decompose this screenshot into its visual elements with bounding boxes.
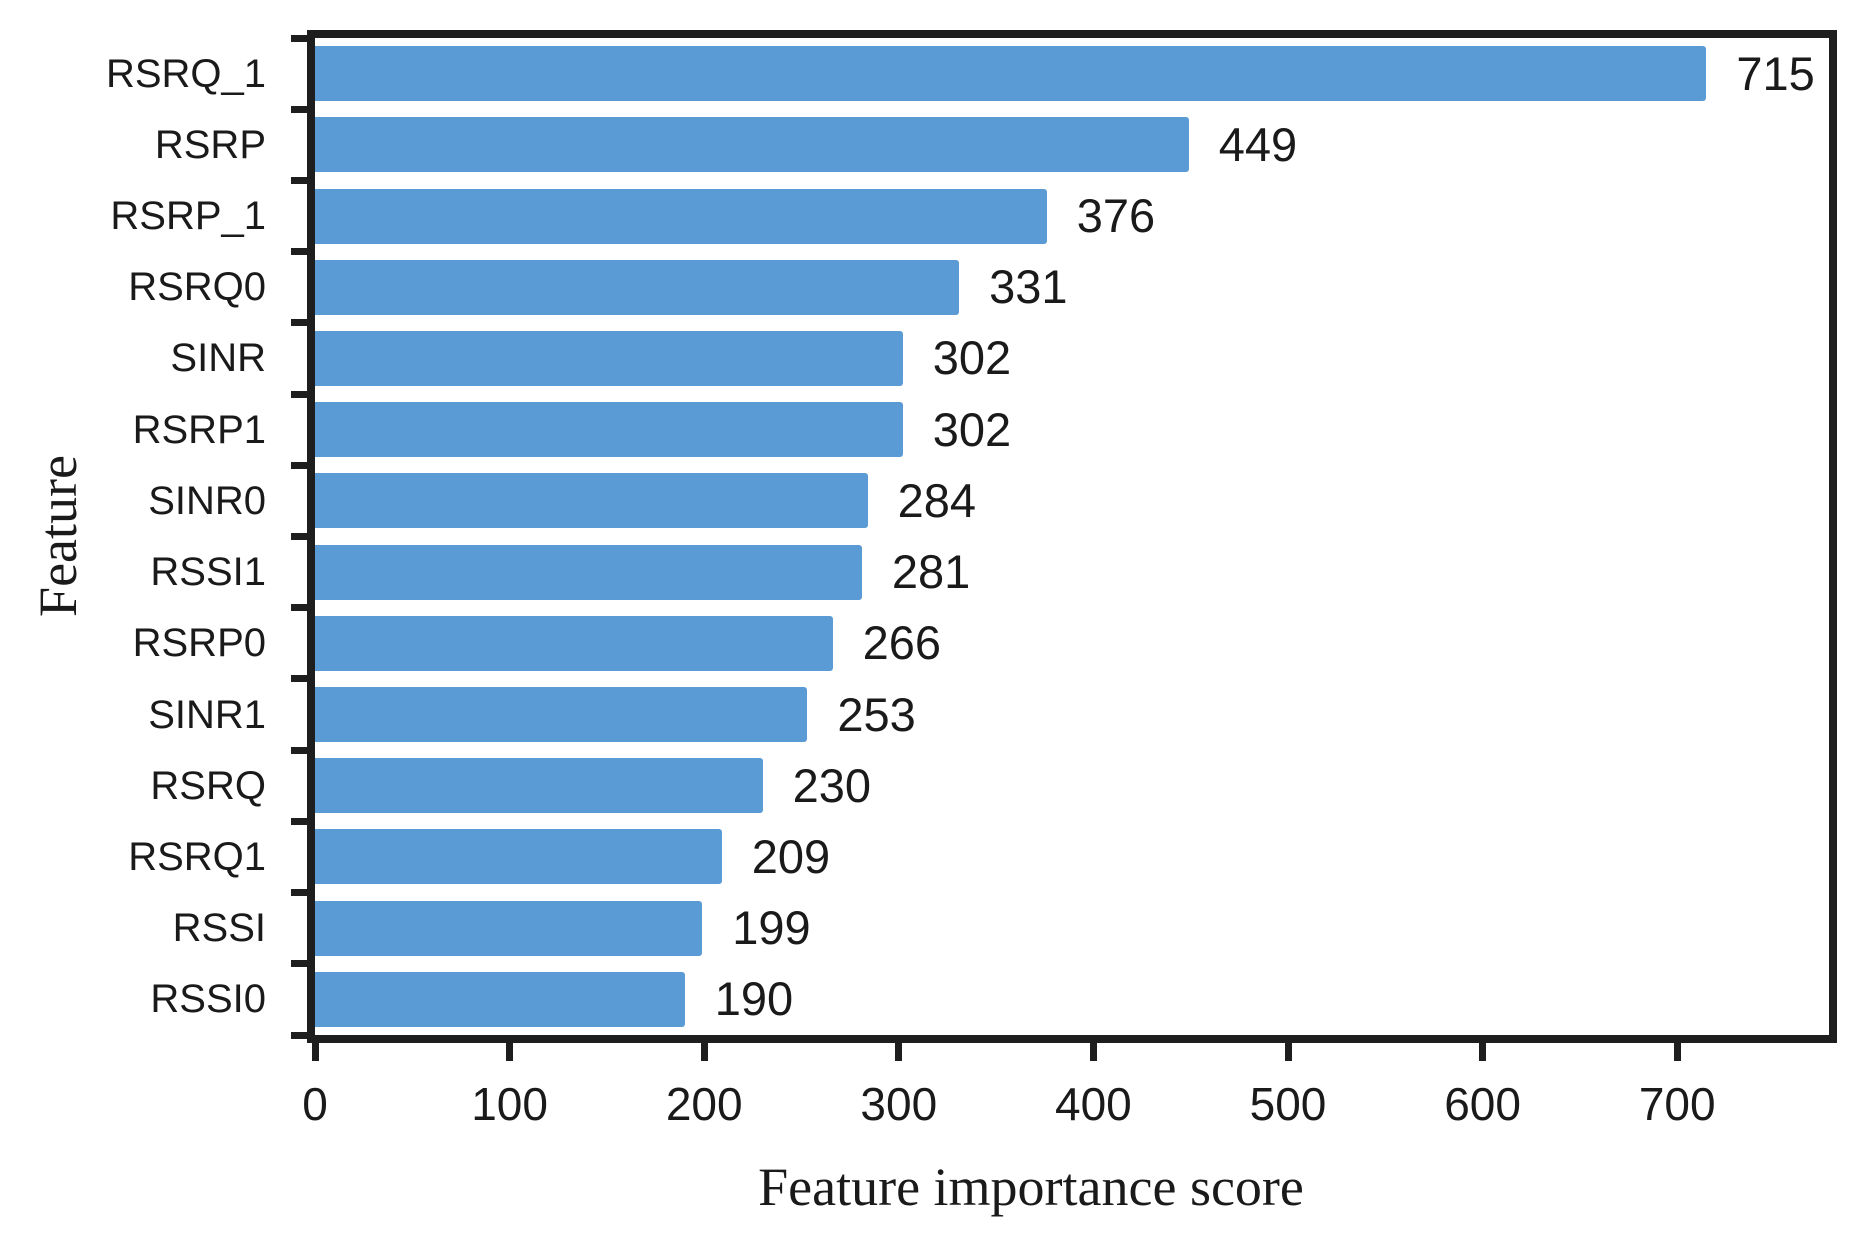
value-label-RSRQ0: 331 [989,260,1068,314]
y-axis-tick [291,533,307,540]
value-label-SINR: 302 [932,331,1012,385]
category-label-RSRP: RSRP [154,122,266,167]
bar-RSSI [315,900,703,956]
x-tick-label-600: 600 [1444,1078,1521,1130]
y-axis-tick [291,889,307,897]
bar-SINR1 [315,687,808,743]
bar-RSRP_1 [315,188,1047,244]
value-label-RSSI: 199 [732,901,811,955]
y-axis-tick [291,34,307,42]
category-label-RSRP_1: RSRP_1 [110,194,266,239]
bar-RSRQ [315,758,763,814]
x-tick-label-200: 200 [665,1078,743,1130]
bar-RSRQ0 [315,259,960,315]
x-axis-tick [506,1043,514,1061]
y-axis-tick [291,817,307,825]
y-axis-tick [291,1031,307,1039]
bar-RSRQ_1 [315,46,1707,102]
category-label-RSRQ0: RSRQ0 [128,265,266,310]
value-label-RSRP0: 266 [862,616,942,670]
x-tick-label-500: 500 [1249,1078,1327,1130]
value-label-SINR1: 253 [837,687,916,741]
y-axis-tick [291,461,307,469]
y-axis-tick [291,248,307,256]
bar-RSRP1 [315,402,903,458]
category-label-SINR1: SINR1 [148,692,266,737]
bar-RSSI1 [315,544,862,600]
category-label-RSRQ1: RSRQ1 [128,834,266,879]
bar-RSRQ1 [315,829,722,885]
category-label-SINR: SINR [170,336,266,381]
bar-SINR [315,330,903,386]
value-label-RSRP_1: 376 [1076,189,1156,243]
value-label-SINR0: 284 [897,473,977,527]
category-label-RSRP1: RSRP1 [132,407,266,452]
value-label-RSRQ: 230 [792,758,871,812]
x-axis-tick [1089,1043,1097,1061]
category-label-RSSI0: RSSI0 [150,977,266,1022]
value-label-RSRQ_1: 715 [1736,46,1815,100]
category-label-RSRQ: RSRQ [150,763,266,808]
category-label-SINR0: SINR0 [148,478,266,523]
value-label-RSRQ1: 209 [751,829,831,883]
x-axis-tick [1479,1043,1487,1061]
y-axis-tick [291,105,307,113]
bar-SINR0 [315,473,868,529]
x-axis-tick [1284,1043,1292,1061]
value-label-RSSI0: 190 [714,972,794,1026]
x-axis-tick [700,1043,708,1061]
x-axis-tick [311,1043,319,1061]
value-label-RSRP1: 302 [932,402,1012,456]
y-axis-tick [291,604,307,612]
y-axis-tick [291,746,307,754]
x-axis-tick [895,1043,903,1061]
y-axis-tick [291,319,307,327]
x-tick-label-0: 0 [302,1078,328,1130]
value-label-RSSI1: 281 [891,545,971,599]
bar-RSRP [315,117,1189,173]
x-tick-label-700: 700 [1638,1078,1716,1130]
bar-RSSI0 [315,971,685,1027]
category-label-RSSI1: RSSI1 [150,550,266,595]
category-label-RSRP0: RSRP0 [132,621,266,666]
y-axis-tick [291,176,307,184]
y-axis-tick [291,390,307,398]
x-tick-label-100: 100 [471,1078,548,1130]
category-label-RSRQ_1: RSRQ_1 [105,51,266,96]
x-axis-tick [1673,1043,1681,1061]
y-axis-tick [291,960,307,968]
category-label-RSSI: RSSI [172,906,266,951]
x-tick-label-300: 300 [860,1078,938,1130]
y-axis-tick [291,675,307,683]
x-axis-title: Feature importance score [758,1157,1304,1217]
value-label-RSRP: 449 [1218,117,1298,171]
x-tick-label-400: 400 [1055,1078,1132,1130]
bar-RSRP0 [315,615,833,671]
